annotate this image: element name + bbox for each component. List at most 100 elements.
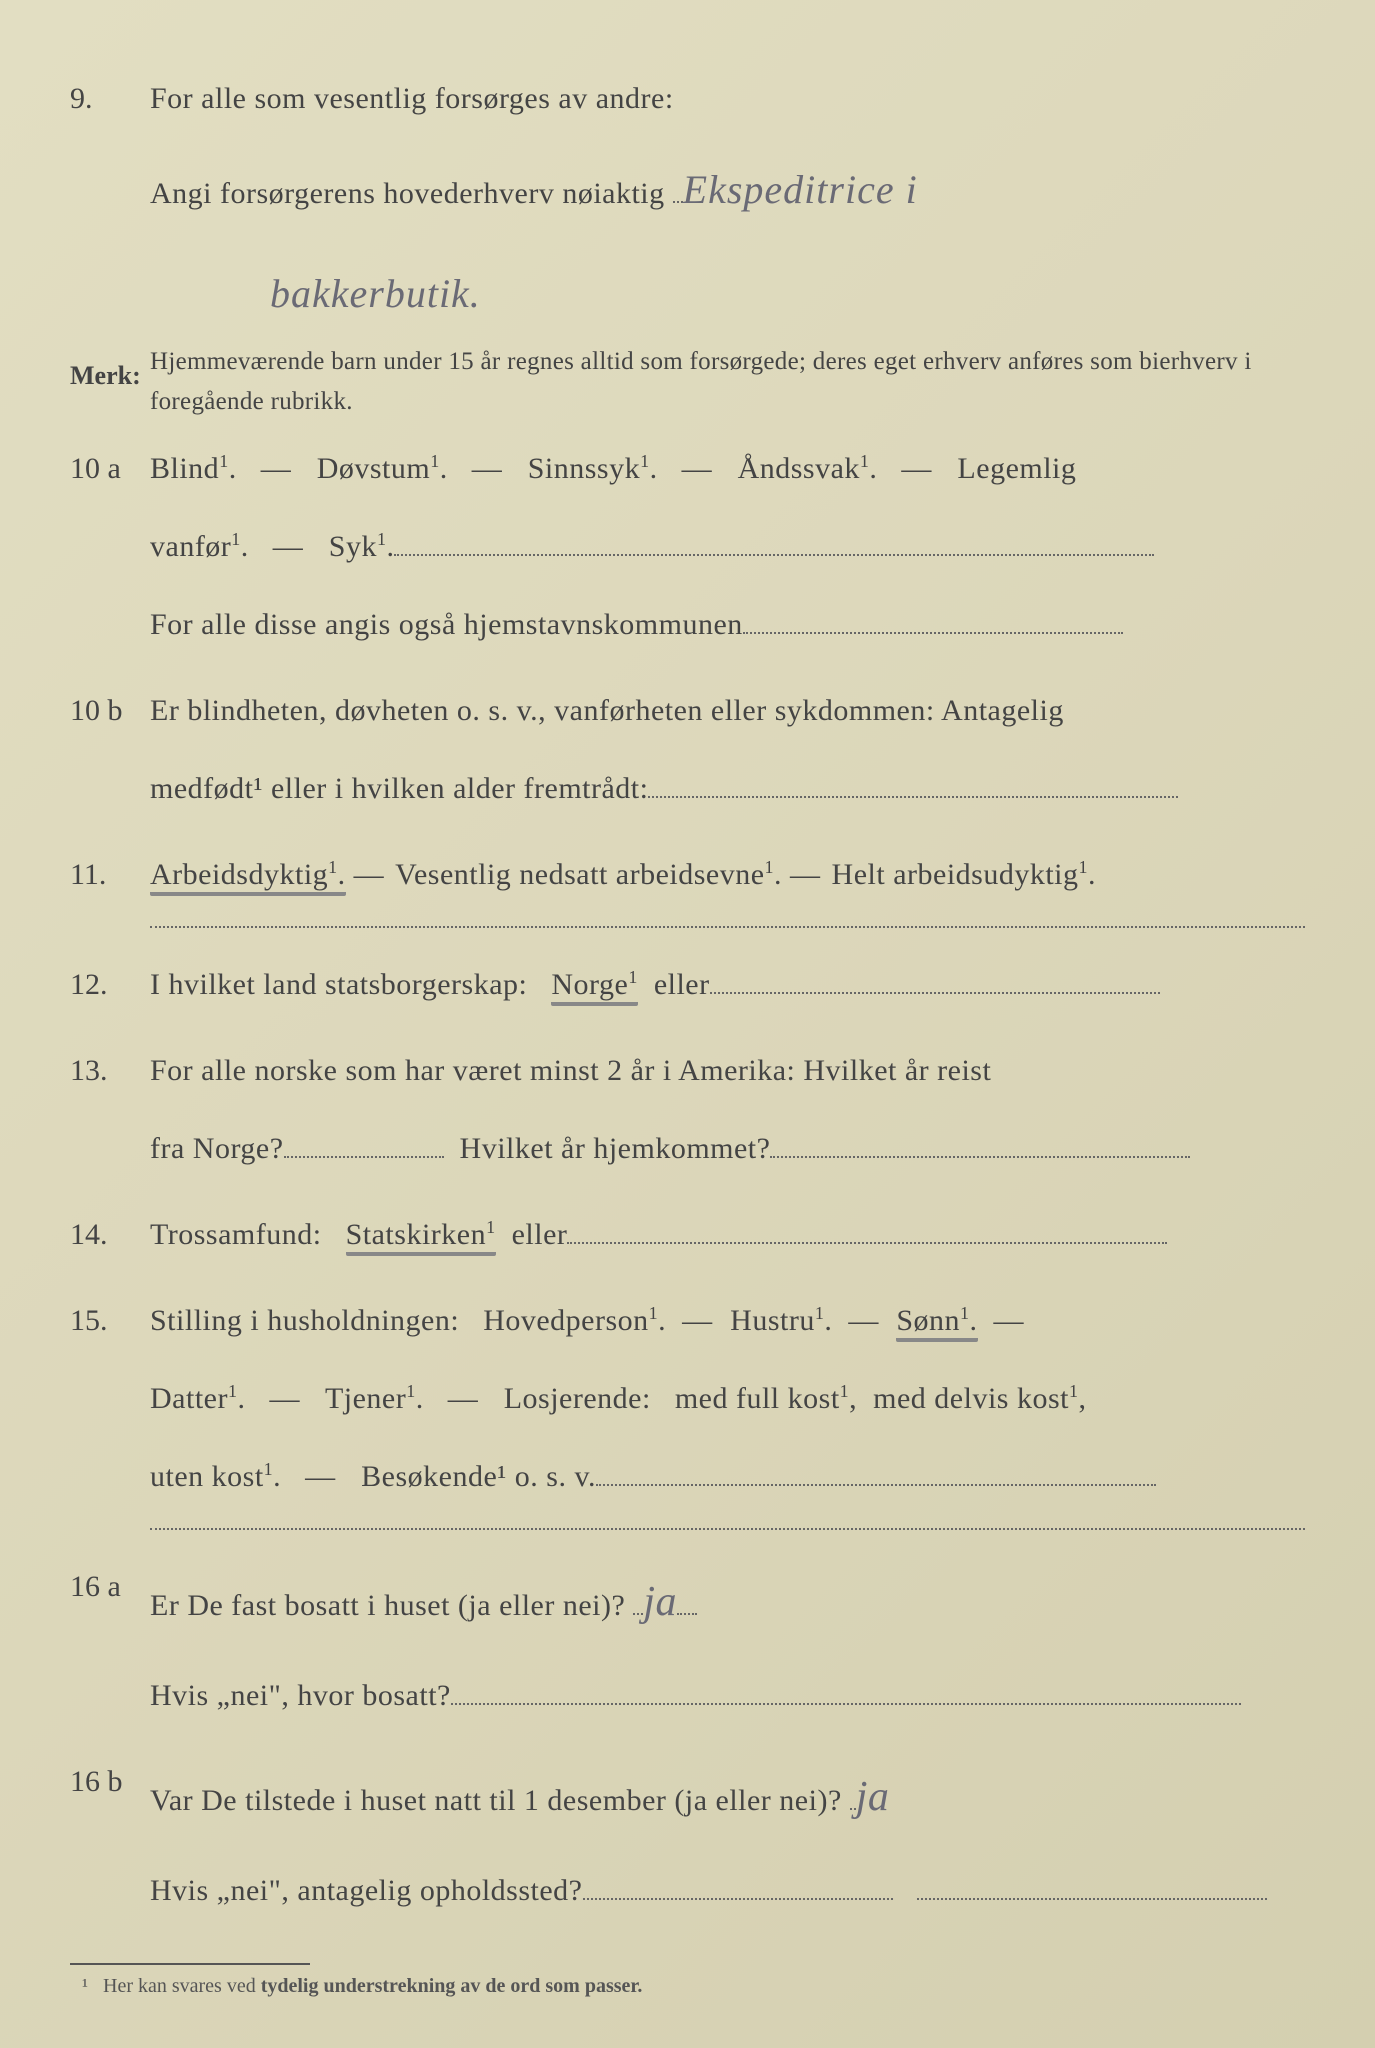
q10b-content: Er blindheten, døvheten o. s. v., vanfør… bbox=[150, 672, 1305, 828]
opt-utenkost: uten kost1. bbox=[150, 1460, 281, 1493]
footnote-text: ¹ Her kan svares ved tydelig understrekn… bbox=[82, 1975, 1305, 1998]
q9-line1: For alle som vesentlig forsørges av andr… bbox=[150, 60, 1305, 138]
q10a-line2: vanfør1. — Syk1. bbox=[150, 508, 1305, 586]
q15-line3: uten kost1. — Besøkende¹ o. s. v. bbox=[150, 1438, 1305, 1516]
opt-vanfor: vanfør1. bbox=[150, 530, 249, 563]
dotted bbox=[633, 1583, 643, 1615]
q16a-q: Er De fast bosatt i huset (ja eller nei)… bbox=[150, 1589, 625, 1622]
footnote-rule bbox=[70, 1963, 310, 1965]
q16b-line2: Hvis „nei", antagelig opholdssted? bbox=[150, 1852, 1305, 1930]
q11-row: 11. Arbeidsdyktig1. — Vesentlig nedsatt … bbox=[70, 836, 1305, 914]
q16b-row: 16 b Var De tilstede i huset natt til 1 … bbox=[70, 1743, 1305, 1930]
q13-row: 13. For alle norske som har været minst … bbox=[70, 1032, 1305, 1188]
q13-line2: fra Norge? Hvilket år hjemkommet? bbox=[150, 1110, 1305, 1188]
q9-line2: Angi forsørgerens hovederhverv nøiaktig … bbox=[150, 138, 1305, 242]
q14-row: 14. Trossamfund: Statskirken1 eller bbox=[70, 1196, 1305, 1274]
opt-legemlig: Legemlig bbox=[957, 452, 1076, 485]
dotted bbox=[710, 962, 1160, 994]
q16a-ans: ja bbox=[643, 1548, 677, 1657]
q11-content: Arbeidsdyktig1. — Vesentlig nedsatt arbe… bbox=[150, 836, 1305, 914]
q16b-ans: ja bbox=[856, 1743, 890, 1852]
footnote-bold: tydelig understrekning av de ord som pas… bbox=[261, 1975, 643, 1997]
q10b-line2-text: medfødt¹ eller i hvilken alder fremtrådt… bbox=[150, 772, 648, 805]
opt-dovstum: Døvstum1. bbox=[317, 452, 448, 485]
q9-handwritten1: Ekspeditrice i bbox=[683, 138, 918, 242]
dotted bbox=[284, 1126, 444, 1158]
q10a-line3: For alle disse angis også hjemstavnskomm… bbox=[150, 586, 1305, 664]
q14-label: Trossamfund: bbox=[150, 1218, 322, 1251]
opt-arbeidsdyktig: Arbeidsdyktig1. bbox=[150, 858, 346, 896]
q13-num: 13. bbox=[70, 1032, 150, 1110]
q9-line3: bakkerbutik. bbox=[150, 242, 1305, 346]
dotted bbox=[770, 1126, 1190, 1158]
opt-blind: Blind1. bbox=[150, 452, 237, 485]
q16a-row: 16 a Er De fast bosatt i huset (ja eller… bbox=[70, 1548, 1305, 1735]
dotted bbox=[677, 1583, 697, 1615]
q10a-line1: Blind1. — Døvstum1. — Sinnssyk1. — Åndss… bbox=[150, 430, 1305, 508]
opt-delviskost: med delvis kost1, bbox=[873, 1382, 1086, 1415]
dotted bbox=[394, 524, 1154, 556]
q13-fra: fra Norge? bbox=[150, 1132, 284, 1165]
opt-nedsatt: Vesentlig nedsatt arbeidsevne1. bbox=[395, 858, 782, 891]
form-page: 9. For alle som vesentlig forsørges av a… bbox=[0, 0, 1375, 2048]
q15-label: Stilling i husholdningen: bbox=[150, 1304, 459, 1337]
q15-content: Stilling i husholdningen: Hovedperson1. … bbox=[150, 1282, 1305, 1516]
q16a-line2-text: Hvis „nei", hvor bosatt? bbox=[150, 1679, 451, 1712]
q12-eller: eller bbox=[654, 968, 710, 1001]
opt-fullkost: med full kost1, bbox=[675, 1382, 857, 1415]
q14-num: 14. bbox=[70, 1196, 150, 1274]
q15-line1: Stilling i husholdningen: Hovedperson1. … bbox=[150, 1282, 1305, 1360]
opt-sinnssyk: Sinnssyk1. bbox=[528, 452, 658, 485]
q10b-row: 10 b Er blindheten, døvheten o. s. v., v… bbox=[70, 672, 1305, 828]
opt-syk: Syk1. bbox=[329, 530, 395, 563]
q11-num: 11. bbox=[70, 836, 150, 914]
opt-norge: Norge1 bbox=[551, 968, 637, 1006]
q13-line1: For alle norske som har været minst 2 år… bbox=[150, 1032, 1305, 1110]
opt-hovedperson: Hovedperson1. bbox=[483, 1304, 666, 1337]
q9-num: 9. bbox=[70, 60, 150, 138]
q15-line2: Datter1. — Tjener1. — Losjerende: med fu… bbox=[150, 1360, 1305, 1438]
q16b-line2-text: Hvis „nei", antagelig opholdssted? bbox=[150, 1874, 583, 1907]
q14-content: Trossamfund: Statskirken1 eller bbox=[150, 1196, 1305, 1274]
opt-sonn: Sønn1. bbox=[896, 1304, 977, 1342]
dotted bbox=[583, 1868, 893, 1900]
q10b-line2: medfødt¹ eller i hvilken alder fremtrådt… bbox=[150, 750, 1305, 828]
q9-row: 9. For alle som vesentlig forsørges av a… bbox=[70, 60, 1305, 346]
q15-num: 15. bbox=[70, 1282, 150, 1360]
q12-prefix: I hvilket land statsborgerskap: bbox=[150, 968, 527, 1001]
opt-andssvak: Åndssvak1. bbox=[738, 452, 878, 485]
q12-row: 12. I hvilket land statsborgerskap: Norg… bbox=[70, 946, 1305, 1024]
q16a-line2: Hvis „nei", hvor bosatt? bbox=[150, 1657, 1305, 1735]
footer: ¹ Her kan svares ved tydelig understrekn… bbox=[70, 1963, 1305, 1998]
q16a-line1: Er De fast bosatt i huset (ja eller nei)… bbox=[150, 1548, 1305, 1657]
dotted bbox=[743, 602, 1123, 634]
opt-tjener: Tjener1. bbox=[325, 1382, 424, 1415]
divider bbox=[150, 1528, 1305, 1530]
q16b-q: Var De tilstede i huset natt til 1 desem… bbox=[150, 1784, 842, 1817]
opt-statskirken: Statskirken1 bbox=[346, 1218, 496, 1256]
opt-hustru: Hustru1. bbox=[730, 1304, 832, 1337]
q10a-content: Blind1. — Døvstum1. — Sinnssyk1. — Åndss… bbox=[150, 430, 1305, 664]
dotted bbox=[567, 1212, 1167, 1244]
q16b-content: Var De tilstede i huset natt til 1 desem… bbox=[150, 1743, 1305, 1930]
q12-num: 12. bbox=[70, 946, 150, 1024]
q10b-line1: Er blindheten, døvheten o. s. v., vanfør… bbox=[150, 672, 1305, 750]
besok-label: Besøkende¹ o. s. v. bbox=[361, 1460, 596, 1493]
q10a-line3-text: For alle disse angis også hjemstavnskomm… bbox=[150, 608, 743, 641]
q9-handwritten2: bakkerbutik. bbox=[270, 242, 481, 346]
dotted bbox=[673, 171, 683, 203]
q12-content: I hvilket land statsborgerskap: Norge1 e… bbox=[150, 946, 1305, 1024]
q16a-content: Er De fast bosatt i huset (ja eller nei)… bbox=[150, 1548, 1305, 1735]
merk-text: Hjemmeværende barn under 15 år regnes al… bbox=[150, 342, 1305, 422]
footnote-num: ¹ bbox=[82, 1975, 88, 1997]
q16a-num: 16 a bbox=[70, 1548, 150, 1626]
q16b-line1: Var De tilstede i huset natt til 1 desem… bbox=[150, 1743, 1305, 1852]
q10a-row: 10 a Blind1. — Døvstum1. — Sinnssyk1. — … bbox=[70, 430, 1305, 664]
opt-udyktig: Helt arbeidsudyktig1. bbox=[832, 858, 1096, 891]
dotted bbox=[596, 1454, 1156, 1486]
q15-row: 15. Stilling i husholdningen: Hovedperso… bbox=[70, 1282, 1305, 1516]
q16b-num: 16 b bbox=[70, 1743, 150, 1821]
q13-hjem: Hvilket år hjemkommet? bbox=[460, 1132, 771, 1165]
merk-row: Merk: Hjemmeværende barn under 15 år reg… bbox=[70, 342, 1305, 422]
q9-line2-prefix: Angi forsørgerens hovederhverv nøiaktig bbox=[150, 177, 665, 210]
